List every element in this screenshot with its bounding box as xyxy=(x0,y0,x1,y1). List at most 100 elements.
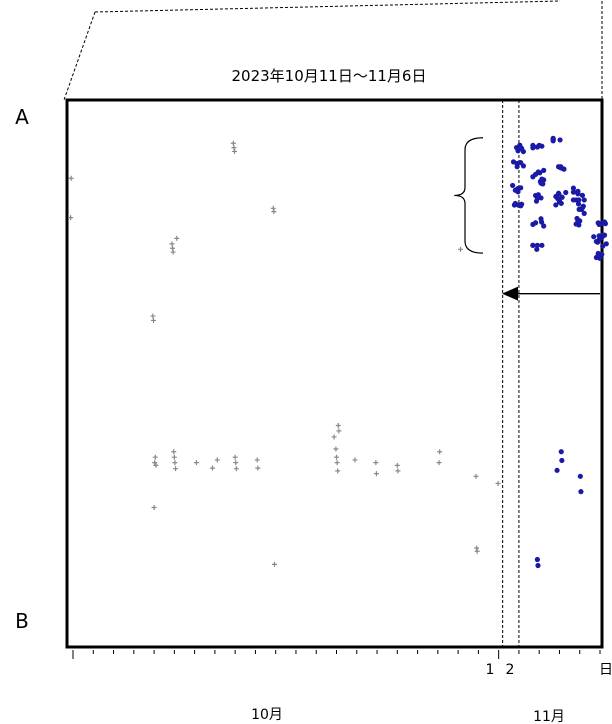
data-point-dot xyxy=(541,223,547,229)
data-point-dot xyxy=(578,489,584,495)
data-point-plus xyxy=(68,175,74,181)
data-point-dot xyxy=(561,166,567,172)
data-point-dot xyxy=(510,182,516,189)
data-point-dot xyxy=(510,159,517,165)
data-point-plus xyxy=(173,466,179,472)
annotations xyxy=(454,137,600,301)
data-point-plus xyxy=(174,235,180,241)
data-point-plus xyxy=(233,466,239,472)
data-point-plus xyxy=(373,471,379,477)
data-point-plus xyxy=(271,561,277,567)
data-point-dot xyxy=(578,206,585,212)
data-point-plus xyxy=(395,468,401,474)
data-point-plus xyxy=(394,462,400,468)
brace-annotation xyxy=(454,137,484,254)
data-point-dot xyxy=(518,185,524,191)
plot-frame xyxy=(65,98,604,649)
zoom-guide-top xyxy=(94,0,561,13)
data-point-plus xyxy=(352,457,358,463)
data-point-dot xyxy=(555,195,561,202)
data-point-plus xyxy=(152,454,158,460)
data-point-plus xyxy=(193,460,199,466)
data-point-dot xyxy=(595,220,601,226)
data-point-plus xyxy=(153,462,159,468)
data-point-plus xyxy=(230,140,236,146)
data-point-dot xyxy=(535,192,541,198)
data-point-plus xyxy=(150,313,156,319)
arrow-head xyxy=(502,286,518,301)
data-point-plus xyxy=(331,434,337,440)
data-point-plus xyxy=(473,473,479,479)
data-point-dot xyxy=(534,246,540,252)
x-axis-ticks xyxy=(72,650,601,659)
data-point-dot xyxy=(581,197,587,203)
data-point-dot xyxy=(570,185,577,191)
data-point-dot xyxy=(558,449,564,455)
data-point-plus xyxy=(171,454,177,460)
data-point-dot xyxy=(591,234,597,240)
data-point-dot xyxy=(530,242,536,248)
data-point-dot xyxy=(596,237,602,243)
data-point-dot xyxy=(519,201,525,207)
data-point-dot xyxy=(570,189,577,195)
data-point-plus xyxy=(254,457,260,463)
data-point-dot xyxy=(575,191,581,197)
data-point-dot xyxy=(541,167,547,173)
data-point-plus xyxy=(474,548,480,554)
data-point-dot xyxy=(581,210,587,216)
data-point-plus xyxy=(436,460,442,466)
data-point-dot xyxy=(595,250,601,257)
axis-end-label-top: A xyxy=(15,105,29,129)
month-label-november: 11月 xyxy=(533,709,565,724)
data-point-plus xyxy=(170,249,176,255)
data-point-dot xyxy=(512,200,518,207)
data-point-dot xyxy=(534,242,540,248)
data-point-dot xyxy=(570,197,577,203)
data-point-plus xyxy=(214,457,220,463)
data-point-dot xyxy=(518,160,524,166)
data-point-plus xyxy=(271,209,277,215)
data-point-dot xyxy=(535,562,541,569)
data-point-plus xyxy=(334,454,339,460)
data-point-plus xyxy=(232,148,238,154)
x-tick-label-1: 1 xyxy=(486,662,495,678)
data-point-dot xyxy=(539,176,545,182)
data-point-plus xyxy=(169,241,175,247)
data-point-dot xyxy=(559,457,565,464)
data-point-dot xyxy=(553,202,559,208)
data-point-plus xyxy=(170,245,176,251)
data-point-dot xyxy=(534,144,540,150)
data-point-plus xyxy=(233,460,239,466)
data-point-dot xyxy=(559,194,565,200)
data-point-plus xyxy=(437,449,443,455)
data-point-dot xyxy=(579,192,586,198)
data-point-dot xyxy=(576,222,582,228)
data-point-plus xyxy=(495,480,501,486)
data-point-dot xyxy=(600,243,606,249)
data-point-dot xyxy=(550,135,556,141)
data-point-plus xyxy=(152,460,158,466)
data-point-plus xyxy=(333,446,339,452)
data-point-dot xyxy=(532,220,539,226)
data-point-dot xyxy=(530,174,536,180)
data-point-plus xyxy=(270,205,276,211)
data-point-plus xyxy=(255,465,261,471)
data-point-dot xyxy=(530,145,536,151)
month-label-october: 10月 xyxy=(251,707,283,723)
data-point-plus xyxy=(335,422,341,428)
data-point-plus xyxy=(150,317,156,323)
data-point-plus xyxy=(336,428,342,434)
data-point-dot xyxy=(515,189,521,195)
data-point-dot xyxy=(575,201,582,207)
zoom-guide-left xyxy=(63,11,96,101)
data-point-plus xyxy=(209,465,215,471)
data-point-dot xyxy=(563,189,569,196)
data-point-plus xyxy=(171,449,177,455)
axis-end-label-bottom: B xyxy=(15,609,29,633)
data-point-dot xyxy=(557,137,563,143)
data-point-dot xyxy=(534,556,540,563)
data-point-dot xyxy=(577,473,583,479)
x-unit-label: 日 xyxy=(599,662,612,678)
data-marks xyxy=(68,135,609,569)
data-point-dot xyxy=(538,216,544,222)
